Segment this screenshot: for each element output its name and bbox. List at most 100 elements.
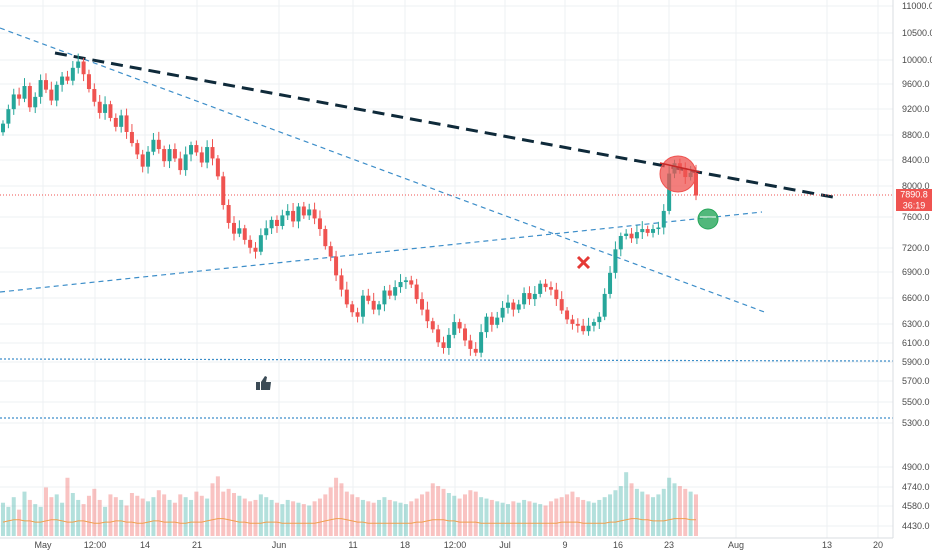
candle-body [511,302,516,310]
volume-bar [323,494,328,536]
candle-body [269,219,274,229]
volume-bar [591,502,596,536]
candle-body [146,151,151,167]
time-tick-label: 23 [664,540,674,550]
time-tick-label: May [34,540,52,550]
volume-bar [559,497,564,536]
volume-bar [274,502,279,536]
volume-bar [92,488,97,536]
volume-bar [688,491,693,536]
candle-body [6,109,11,124]
candle-body [274,219,279,226]
volume-bar [436,486,441,536]
volume-bar [38,506,43,536]
candle-body [387,290,392,296]
last-price-tag [896,189,932,200]
volume-bar [312,501,317,536]
price-tick-label: 4900.0 [902,462,930,472]
volume-bar [264,497,269,536]
volume-bar [597,499,602,536]
candle-body [500,307,505,318]
candle-body [403,280,408,283]
volume-bar [1,502,5,536]
candle-body [172,149,177,159]
volume-bar [430,483,435,536]
volume-bar [113,497,118,536]
volume-bar [489,499,494,536]
candle-body [119,115,124,127]
volume-bar [516,502,521,536]
candle-body [103,104,108,113]
candle-body [409,280,414,285]
volume-bar [344,491,349,536]
volume-bar [172,502,177,536]
countdown-tag [896,200,932,211]
volume-bar [215,476,220,536]
candle-body [76,61,81,68]
volume-bar [97,499,102,536]
candle-body [473,348,478,353]
candle-body [591,322,596,326]
candle-body [527,293,532,300]
volume-bar [608,494,613,536]
volume-bar [661,488,666,536]
volume-bar [269,499,274,536]
volume-bar [672,483,677,536]
volume-bar [624,472,629,536]
volume-bar [575,497,580,536]
thumbs-up-icon [256,376,271,390]
candle-body [108,104,113,118]
candle-body [640,229,645,233]
volume-bar [86,495,91,536]
volume-bar [495,501,500,536]
time-axis[interactable]: May 12:00 14 21 Jun 11 18 12:00 Jul 9 16 23 Aug 13 20 [0,537,893,550]
volume-bar [414,498,419,536]
volume-bar [522,499,527,536]
candle-body [242,228,247,240]
candle-body [301,206,306,216]
time-tick-label: 14 [140,540,150,550]
volume-bar [6,506,11,536]
volume-bar [339,483,344,536]
volume-bar [677,486,682,536]
price-tick-label: 4430.0 [902,521,930,531]
volume-bar [22,491,27,536]
price-axis[interactable]: 11000.0 10500.0 10000.0 9600.0 9200.0 8800.0 8… [892,0,932,538]
candle-body [538,283,543,294]
volume-bar [17,509,22,536]
candle-body [183,154,188,171]
time-tick-label: 11 [348,540,357,550]
volume-bar [382,497,387,536]
candle-body [215,158,220,177]
candle-body [430,321,435,330]
candle-body [296,206,301,222]
volume-bar [500,502,505,536]
candle-body [210,147,215,159]
time-tick-label: Jun [272,540,287,550]
volume-bar [398,502,403,536]
candle-body [43,80,48,90]
candle-body [232,222,236,234]
candle-body [570,319,575,324]
volume-bar [683,488,688,536]
price-tick-label: 6100.0 [902,338,930,348]
candle-body [479,332,484,353]
price-tick-label: 5300.0 [902,418,930,428]
candle-body [344,289,349,305]
volume-bar [103,506,108,536]
candle-body [629,233,634,239]
candle-body [248,239,253,248]
price-tick-label: 7600.0 [902,212,930,222]
candlestick-series [1,53,698,358]
time-tick-label: 21 [192,540,202,550]
volume-bar [242,498,247,536]
candle-body [694,172,698,196]
candle-body [543,283,548,288]
candle-body [602,293,607,317]
candle-body [371,300,376,310]
price-tick-label: 7200.0 [902,243,930,253]
volume-bar [548,501,553,536]
volume-ma-line [2,518,696,524]
